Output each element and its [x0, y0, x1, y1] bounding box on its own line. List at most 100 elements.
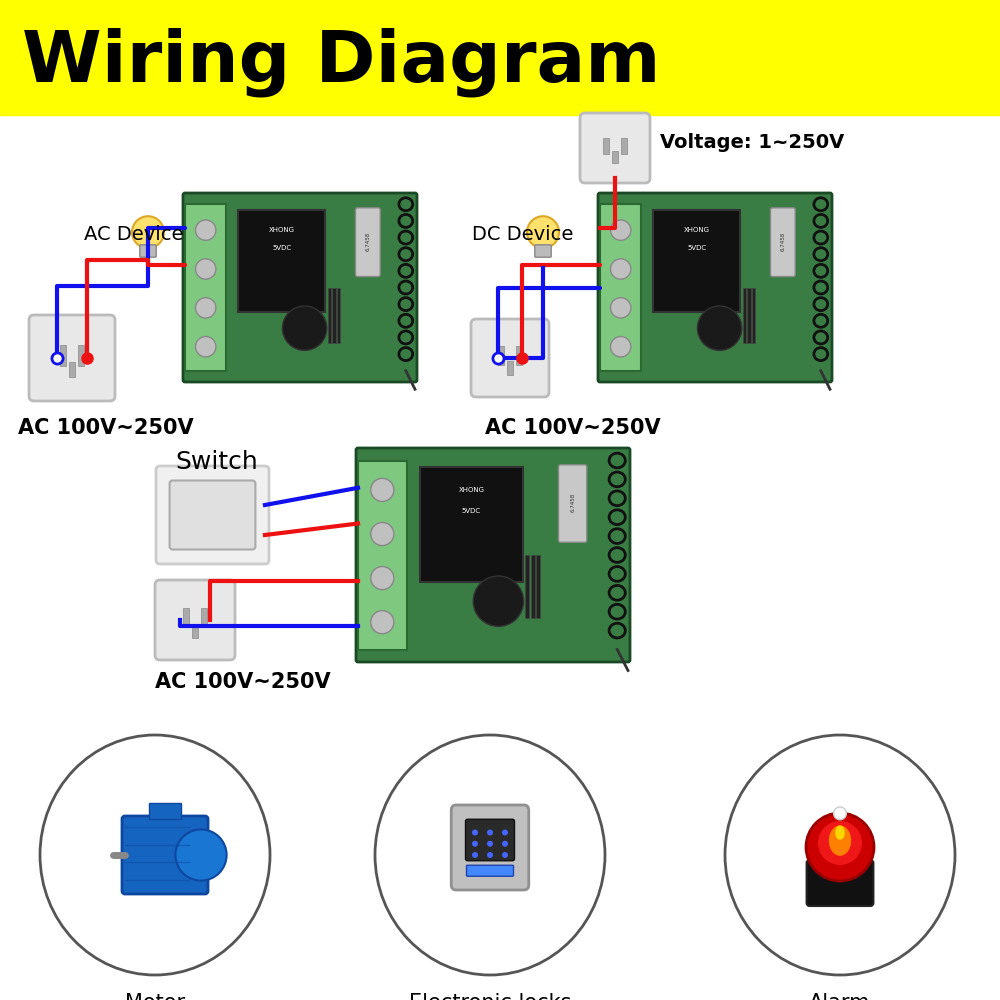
FancyBboxPatch shape: [580, 113, 650, 183]
Bar: [621, 137, 627, 154]
Bar: [653, 210, 740, 312]
Circle shape: [502, 830, 508, 836]
Text: AC 100V~250V: AC 100V~250V: [485, 418, 661, 438]
FancyBboxPatch shape: [29, 315, 115, 401]
Circle shape: [527, 216, 559, 248]
Bar: [498, 346, 504, 365]
FancyBboxPatch shape: [156, 466, 269, 564]
Bar: [0, 0, 1000, 115]
Circle shape: [472, 852, 478, 858]
Text: 6.7458: 6.7458: [365, 232, 370, 251]
Circle shape: [282, 306, 327, 350]
Text: Voltage: 1~250V: Voltage: 1~250V: [660, 133, 844, 152]
Bar: [337, 288, 340, 343]
Text: Wiring Diagram: Wiring Diagram: [22, 27, 660, 97]
Bar: [78, 345, 84, 366]
Bar: [752, 288, 755, 343]
FancyBboxPatch shape: [140, 245, 156, 257]
FancyBboxPatch shape: [807, 860, 873, 906]
Circle shape: [371, 478, 394, 501]
Bar: [507, 361, 513, 375]
Circle shape: [196, 337, 216, 357]
Bar: [525, 555, 529, 618]
Circle shape: [196, 259, 216, 279]
Bar: [420, 467, 523, 582]
Circle shape: [371, 522, 394, 546]
Bar: [328, 288, 331, 343]
Text: AC 100V~250V: AC 100V~250V: [155, 672, 331, 692]
FancyBboxPatch shape: [356, 448, 630, 662]
Text: XHONG: XHONG: [269, 227, 295, 233]
Bar: [603, 137, 609, 154]
Text: 6.7458: 6.7458: [570, 493, 575, 512]
Circle shape: [502, 841, 508, 847]
FancyBboxPatch shape: [471, 319, 549, 397]
Ellipse shape: [835, 825, 845, 840]
Circle shape: [175, 829, 227, 881]
Bar: [516, 346, 522, 365]
Ellipse shape: [818, 821, 862, 865]
Bar: [201, 608, 207, 627]
Text: Switch: Switch: [175, 450, 258, 474]
FancyBboxPatch shape: [122, 816, 208, 894]
Text: AC Device: AC Device: [84, 225, 184, 244]
FancyBboxPatch shape: [451, 805, 529, 890]
Text: AC 100V~250V: AC 100V~250V: [18, 418, 194, 438]
FancyBboxPatch shape: [183, 193, 417, 382]
Bar: [185, 204, 226, 371]
Circle shape: [472, 841, 478, 847]
Ellipse shape: [829, 825, 851, 856]
FancyBboxPatch shape: [356, 208, 380, 277]
Bar: [536, 555, 540, 618]
Circle shape: [611, 220, 631, 240]
Text: DC Device: DC Device: [472, 225, 573, 244]
Circle shape: [132, 216, 164, 248]
Circle shape: [473, 576, 524, 626]
Circle shape: [611, 298, 631, 318]
Circle shape: [502, 852, 508, 858]
Bar: [69, 362, 75, 377]
Text: XHONG: XHONG: [458, 487, 484, 493]
Circle shape: [371, 611, 394, 634]
Circle shape: [196, 220, 216, 240]
FancyBboxPatch shape: [466, 865, 514, 876]
Bar: [743, 288, 746, 343]
Text: Electronic locks: Electronic locks: [409, 993, 571, 1000]
Bar: [612, 151, 618, 163]
FancyBboxPatch shape: [770, 208, 795, 277]
Bar: [531, 555, 535, 618]
Circle shape: [834, 807, 846, 820]
Text: 5VDC: 5VDC: [462, 508, 481, 514]
Bar: [600, 204, 641, 371]
FancyBboxPatch shape: [466, 819, 514, 861]
Circle shape: [371, 567, 394, 590]
FancyBboxPatch shape: [598, 193, 832, 382]
Circle shape: [472, 830, 478, 836]
Text: 6.7458: 6.7458: [780, 232, 785, 251]
Circle shape: [611, 337, 631, 357]
Text: XHONG: XHONG: [684, 227, 710, 233]
Circle shape: [487, 830, 493, 836]
Text: Motor: Motor: [125, 993, 185, 1000]
Circle shape: [611, 259, 631, 279]
Text: 5VDC: 5VDC: [687, 245, 706, 251]
Bar: [747, 288, 751, 343]
Text: 5VDC: 5VDC: [272, 245, 291, 251]
Bar: [332, 288, 336, 343]
Bar: [238, 210, 325, 312]
Circle shape: [697, 306, 742, 350]
Bar: [183, 608, 189, 627]
FancyBboxPatch shape: [558, 465, 587, 542]
FancyBboxPatch shape: [170, 481, 255, 550]
Text: Alarm: Alarm: [809, 993, 871, 1000]
Bar: [60, 345, 66, 366]
Bar: [192, 624, 198, 638]
Ellipse shape: [806, 813, 874, 881]
FancyBboxPatch shape: [155, 580, 235, 660]
FancyBboxPatch shape: [535, 245, 551, 257]
Circle shape: [487, 841, 493, 847]
Circle shape: [196, 298, 216, 318]
Bar: [149, 803, 181, 819]
Bar: [358, 460, 407, 650]
Circle shape: [487, 852, 493, 858]
